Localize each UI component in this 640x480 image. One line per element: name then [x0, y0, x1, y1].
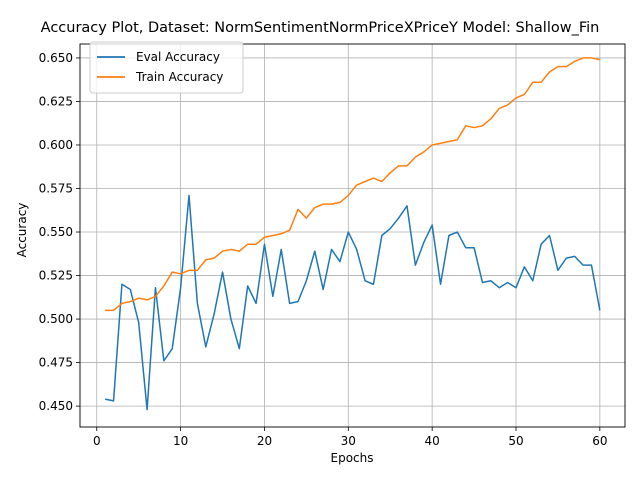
x-tick-label: 60 [592, 434, 607, 448]
plot-lines [104, 57, 601, 411]
x-tick-label: 0 [93, 434, 101, 448]
y-tick-label: 0.550 [39, 225, 73, 239]
legend-label-train: Train Accuracy [135, 70, 223, 84]
legend-box [89, 41, 244, 94]
y-tick-label: 0.525 [39, 269, 73, 283]
x-tick-label: 40 [425, 434, 440, 448]
legend-label-eval: Eval Accuracy [136, 50, 220, 64]
eval-accuracy-line [104, 194, 601, 411]
y-axis-label: Accuracy [15, 203, 29, 258]
y-ticks: 0.450 0.475 0.500 0.525 0.550 0.575 0.600 0.625… [39, 51, 80, 413]
chart-title: Accuracy Plot, Dataset: NormSentimentNor… [41, 20, 600, 36]
y-tick-label: 0.450 [39, 399, 73, 413]
train-accuracy-line [105, 57, 601, 312]
y-tick-label: 0.575 [39, 181, 73, 195]
y-tick-label: 0.500 [39, 312, 73, 326]
y-tick-label: 0.625 [39, 94, 73, 108]
y-tick-label: 0.475 [39, 356, 73, 370]
y-tick-label: 0.600 [39, 138, 73, 152]
x-tick-label: 10 [173, 434, 188, 448]
x-tick-label: 50 [508, 434, 523, 448]
x-tick-label: 30 [341, 434, 356, 448]
grid [80, 44, 625, 427]
legend: Eval Accuracy Train Accuracy [89, 41, 244, 94]
x-tick-label: 20 [257, 434, 272, 448]
x-ticks: 0 10 20 30 40 50 60 [93, 427, 607, 448]
x-axis-label: Epochs [331, 451, 374, 465]
plot-frame [79, 43, 626, 428]
y-tick-label: 0.650 [39, 51, 73, 65]
